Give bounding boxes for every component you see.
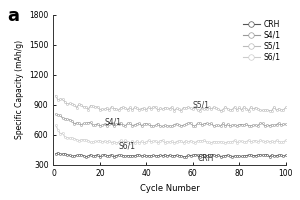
Text: S4/1: S4/1 [105,117,122,126]
Text: a: a [7,7,19,25]
X-axis label: Cycle Number: Cycle Number [140,184,200,193]
Legend: CRH, S4/1, S5/1, S6/1: CRH, S4/1, S5/1, S6/1 [241,18,282,63]
Text: S6/1: S6/1 [118,141,136,150]
Text: S5/1: S5/1 [193,100,210,109]
Text: CRH: CRH [197,154,214,163]
Y-axis label: Specific Capacity (mAh/g): Specific Capacity (mAh/g) [15,40,24,139]
